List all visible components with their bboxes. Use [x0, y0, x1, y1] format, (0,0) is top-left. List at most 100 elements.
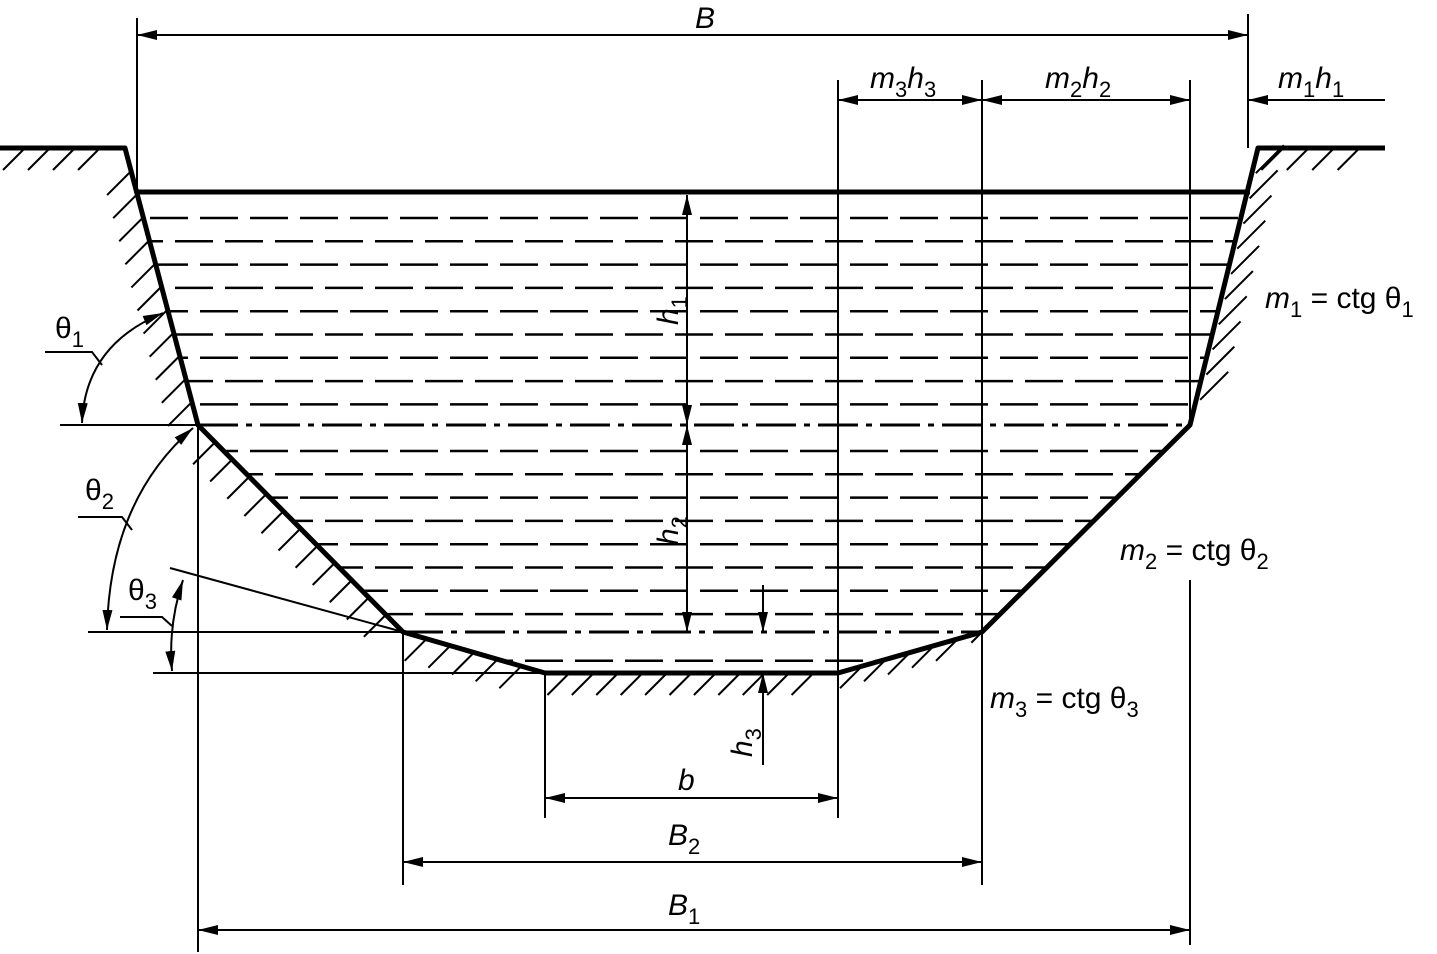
label-text: B — [668, 889, 688, 922]
hatch-line — [106, 170, 132, 196]
label: B1 — [668, 889, 700, 929]
label: m3h3 — [870, 62, 936, 102]
hatch-line — [155, 355, 181, 381]
label-text: m — [1265, 282, 1290, 315]
subscript: 1 — [667, 296, 692, 308]
hatch-line — [363, 614, 387, 638]
label-text: = ctg θ — [1157, 534, 1256, 567]
hatch-line — [619, 672, 644, 696]
hatch-line — [474, 658, 499, 683]
label-text: m — [1120, 534, 1145, 567]
hatch-line — [1218, 295, 1248, 325]
label-text: h — [907, 62, 924, 95]
subscript: 1 — [1332, 77, 1344, 102]
hatch-line — [52, 147, 76, 171]
hatch-line — [498, 665, 523, 689]
hatch-line — [1242, 194, 1273, 225]
label-text: b — [678, 764, 695, 797]
label-text: θ — [128, 574, 145, 607]
hatch-line — [790, 672, 815, 696]
hatch-line — [130, 262, 157, 289]
hatch-line — [1311, 147, 1335, 171]
hatch-line — [451, 651, 475, 676]
subscript: 2 — [1256, 549, 1268, 574]
hatch-line — [1336, 147, 1361, 171]
hatch-line — [742, 672, 766, 696]
label: m2h2 — [1045, 62, 1111, 102]
subscript: 3 — [924, 77, 936, 102]
hatch-line — [118, 216, 144, 242]
hatch-line — [2, 147, 26, 171]
subscript: 2 — [688, 834, 700, 859]
label-text: h — [1315, 62, 1332, 95]
label: θ2 — [85, 474, 114, 514]
label-text: = ctg θ — [1027, 682, 1126, 715]
label: m1h1 — [1278, 62, 1344, 102]
label-text: m — [1278, 62, 1303, 95]
hatch-line — [136, 285, 163, 312]
label: b — [678, 764, 695, 797]
dimension-lines — [45, 14, 1385, 952]
hatch-line — [839, 665, 863, 689]
hatch-line — [77, 147, 101, 171]
subscript: 3 — [895, 77, 907, 102]
label: B2 — [668, 819, 700, 859]
label-text: B — [695, 2, 715, 35]
label: h2 — [652, 516, 692, 545]
hatch-line — [1211, 320, 1242, 351]
hatch-line — [644, 672, 668, 696]
label: B — [695, 2, 715, 35]
subscript: 2 — [1145, 549, 1157, 574]
hatch-line — [1199, 371, 1229, 401]
hatch-line — [27, 147, 51, 171]
hatch-line — [167, 401, 193, 427]
label-text: B — [668, 819, 688, 852]
label-text: h — [726, 740, 759, 757]
soil-hatching — [2, 144, 1361, 696]
hatch-line — [142, 308, 169, 335]
label-text: h — [652, 308, 685, 325]
hatch-line — [346, 596, 370, 621]
hatch-line — [935, 638, 959, 662]
hatch-line — [1205, 345, 1236, 376]
subscript: 1 — [688, 904, 700, 929]
hatch-line — [226, 476, 250, 500]
label: h3 — [726, 728, 766, 757]
hatch-line — [693, 672, 717, 696]
label-text: m — [870, 62, 895, 95]
hatch-line — [911, 644, 935, 669]
hatch-line — [571, 672, 595, 696]
subscript: 1 — [1401, 297, 1413, 322]
hatch-line — [243, 493, 268, 517]
hatch-line — [112, 193, 138, 219]
subscript: 3 — [1126, 697, 1138, 722]
label: θ1 — [55, 312, 84, 352]
hatch-line — [717, 672, 742, 696]
subscript: 1 — [72, 327, 84, 352]
label: m2 = ctg θ2 — [1120, 534, 1269, 574]
subscript: 1 — [1290, 297, 1302, 322]
hatch-line — [311, 562, 336, 586]
subscript: 3 — [1015, 697, 1027, 722]
hatch-line — [192, 441, 216, 465]
water-hatching — [137, 216, 1250, 662]
hatch-line — [427, 644, 452, 669]
label-text: θ — [55, 312, 72, 345]
label-text: θ — [85, 474, 102, 507]
hatch-line — [148, 331, 175, 358]
hatch-line — [887, 651, 911, 676]
subscript: 2 — [1099, 77, 1111, 102]
hatch-line — [277, 527, 302, 552]
hatch-line — [403, 638, 428, 662]
label-text: m — [990, 682, 1015, 715]
label: θ3 — [128, 574, 157, 614]
subscript: 1 — [1303, 77, 1315, 102]
hatch-line — [294, 545, 319, 569]
hatch-line — [1236, 220, 1266, 250]
label: m1 = ctg θ1 — [1265, 282, 1414, 322]
hatch-line — [209, 458, 233, 483]
hatch-line — [1260, 147, 1285, 171]
subscript: 2 — [102, 489, 114, 514]
channel-outline — [0, 145, 1385, 676]
